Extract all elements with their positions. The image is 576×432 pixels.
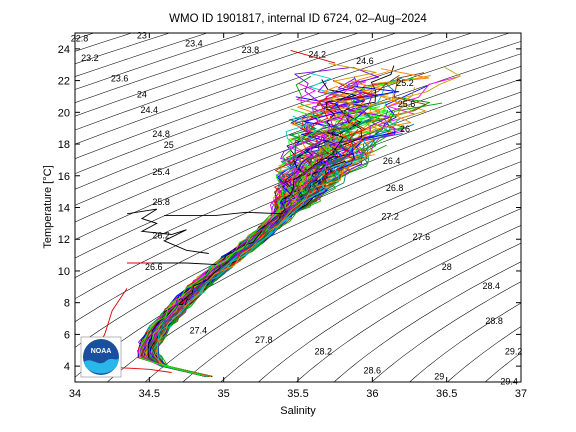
isopycnal-label: 26.6	[145, 262, 163, 272]
isopycnal-labels: 22.8 23 23.2 23.4 23.6 23.8 24 24.2 24.4 24.6 24.8…	[71, 31, 523, 387]
isopycnal-line	[144, 176, 521, 382]
y-tick-label: 4	[64, 361, 70, 373]
y-tick-label: 18	[58, 139, 70, 151]
isopycnal-label: 28	[442, 262, 452, 272]
isopycnal-line	[75, 65, 521, 240]
isopycnal-label: 29.2	[505, 346, 523, 356]
y-tick-label: 20	[58, 107, 70, 119]
isopycnal-label: 25.4	[152, 167, 170, 177]
profile-line	[157, 158, 363, 377]
isopycnal-label: 28.6	[364, 365, 382, 375]
y-tick-label: 14	[58, 203, 70, 215]
isopycnal-label: 26	[400, 124, 410, 134]
isopycnal-label: 26.4	[383, 156, 401, 166]
y-axis-ticks: 4 6 8 10 12 14 16 18 20 22 24	[58, 44, 521, 373]
isopycnal-label: 27.4	[190, 326, 208, 336]
isopycnal-label: 23.2	[81, 53, 99, 63]
isopycnal-line	[182, 191, 521, 382]
isopycnal-label: 28.8	[485, 316, 503, 326]
y-tick-label: 22	[58, 76, 70, 88]
y-tick-label: 12	[58, 234, 70, 246]
isopycnal-label: 29	[434, 372, 444, 382]
isopycnal-label: 24.8	[152, 129, 170, 139]
isopycnal-label: 28.2	[315, 346, 333, 356]
isopycnal-label: 22.8	[71, 34, 89, 44]
isopycnal-line	[75, 33, 246, 90]
y-tick-label: 8	[64, 298, 70, 310]
outlier-segment	[149, 262, 217, 266]
outlier-segment	[164, 211, 284, 216]
x-axis-ticks: 34 34.5 35 35.5 36 36.5 37	[69, 33, 527, 400]
x-tick-label: 35.5	[287, 388, 308, 400]
x-tick-label: 34.5	[139, 388, 160, 400]
isopycnal-line	[75, 146, 521, 378]
x-tick-label: 36.5	[436, 388, 457, 400]
isopycnal-line	[75, 105, 521, 300]
x-tick-label: 34	[69, 388, 81, 400]
y-tick-label: 6	[64, 329, 70, 341]
chart-title: WMO ID 1901817, internal ID 6724, 02–Aug…	[169, 13, 427, 25]
y-tick-label: 10	[58, 266, 70, 278]
isopycnal-line	[220, 208, 521, 382]
isopycnal-line	[75, 33, 322, 117]
x-tick-label: 37	[515, 388, 527, 400]
isopycnal-label: 23.4	[185, 38, 203, 48]
logo-wave	[84, 358, 119, 374]
logo-text: NOAA	[91, 348, 112, 355]
profile-lines	[137, 62, 461, 377]
isopycnal-line	[258, 225, 521, 382]
isopycnal-label: 27.6	[413, 232, 431, 242]
isopycnal-label: 26.2	[152, 230, 170, 240]
isopycnal-label: 28.4	[483, 281, 501, 291]
y-tick-label: 24	[58, 44, 70, 56]
isopycnal-line	[75, 132, 521, 348]
isopycnal-line	[75, 78, 521, 259]
noaa-logo: NOAA	[80, 336, 122, 378]
isopycnal-label: 27.8	[255, 335, 273, 345]
isopycnal-line	[106, 161, 521, 382]
isopycnal-label: 25.6	[398, 99, 416, 109]
isopycnal-label: 25	[164, 140, 174, 150]
isopycnal-label: 29.4	[500, 376, 518, 386]
isopycnal-label: 24.6	[356, 56, 374, 66]
isopycnal-label: 24.2	[309, 50, 327, 60]
isopycnal-line	[75, 33, 397, 145]
outlier-segment	[290, 49, 336, 64]
x-tick-label: 36	[366, 388, 378, 400]
isopycnal-label: 24.4	[141, 105, 159, 115]
isopycnal-line	[75, 33, 284, 103]
isopycnal-line	[75, 91, 521, 278]
profile-line	[148, 137, 370, 377]
isopycnal-line	[371, 281, 521, 382]
isopycnal-line	[75, 33, 435, 160]
x-axis-label: Salinity	[280, 405, 316, 417]
isopycnal-line	[295, 242, 521, 382]
isopycnal-label: 25.2	[396, 78, 414, 88]
profile-line	[142, 112, 350, 377]
outlier-segment	[126, 208, 209, 254]
profile-line	[150, 165, 327, 377]
isopycnal-label: 25.8	[152, 197, 170, 207]
outlier-segment	[119, 367, 172, 373]
isopycnal-line	[75, 33, 360, 131]
y-tick-label: 16	[58, 171, 70, 183]
y-axis-label: Temperature [°C]	[42, 165, 54, 248]
isopycnal-line	[446, 326, 521, 382]
profile-line	[138, 108, 329, 377]
isopycnal-label: 23	[137, 31, 147, 41]
profile-line	[141, 95, 347, 377]
isopycnal-label: 23.8	[242, 45, 260, 55]
isopycnal-label: 23.6	[111, 73, 129, 83]
x-tick-label: 35	[218, 388, 230, 400]
isopycnal-line	[409, 302, 521, 382]
profile-line	[154, 91, 412, 377]
isopycnal-line	[333, 261, 521, 382]
isopycnal-label: 27.2	[381, 211, 399, 221]
profile-line	[140, 95, 339, 377]
isopycnal-label: 24	[137, 89, 147, 99]
isopycnal-line	[75, 53, 521, 223]
isopycnal-label: 26.8	[386, 183, 404, 193]
isopycnal-label: 27	[178, 297, 188, 307]
